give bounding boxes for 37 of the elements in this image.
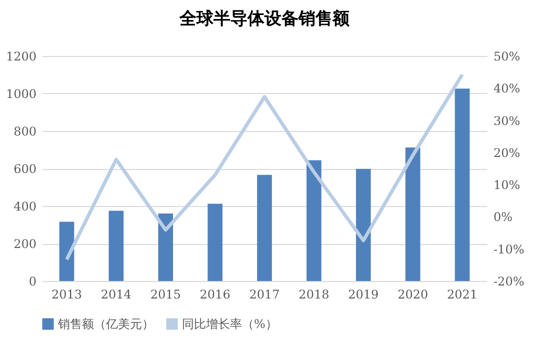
bar xyxy=(257,174,272,281)
y2-tick-label: 30% xyxy=(494,114,520,128)
x-tick-label: 2017 xyxy=(249,288,280,302)
bar xyxy=(356,168,371,281)
y-tick-label: 200 xyxy=(14,237,36,251)
x-tick-label: 2021 xyxy=(447,288,478,302)
bar xyxy=(405,148,420,281)
x-tick-label: 2020 xyxy=(398,288,428,302)
y2-tick-label: 40% xyxy=(494,82,520,96)
x-tick-label: 2014 xyxy=(100,288,132,302)
bar xyxy=(59,222,74,281)
y-tick-label: 1200 xyxy=(6,50,36,64)
bar xyxy=(306,160,322,281)
bar xyxy=(454,88,470,281)
y-tick-label: 800 xyxy=(14,124,36,138)
chart-title: 全球半导体设备销售额 xyxy=(178,9,350,29)
bar xyxy=(208,204,222,281)
x-tick-label: 2015 xyxy=(150,288,181,302)
x-tick-label: 2016 xyxy=(200,288,230,302)
y2-tick-label: 20% xyxy=(494,146,520,160)
x-tick-label: 2013 xyxy=(51,288,82,302)
legend-label: 同比增长率（%） xyxy=(182,317,278,331)
y-tick-label: 400 xyxy=(14,200,36,214)
y2-tick-label: 0% xyxy=(494,210,513,224)
bar xyxy=(108,210,124,281)
line-series xyxy=(64,72,464,262)
y-tick-label: 600 xyxy=(14,162,36,176)
y-tick-label: 1000 xyxy=(6,87,36,101)
y2-tick-label: 50% xyxy=(494,50,520,64)
bar xyxy=(158,214,174,281)
y-tick-label: 0 xyxy=(28,274,36,288)
x-tick-label: 2018 xyxy=(298,288,330,302)
y2-tick-label: -20% xyxy=(494,274,524,288)
x-tick-label: 2019 xyxy=(348,288,379,302)
y2-tick-label: 10% xyxy=(494,178,520,192)
legend-label: 销售额（亿美元） xyxy=(57,317,154,331)
y2-tick-label: -10% xyxy=(494,242,524,256)
